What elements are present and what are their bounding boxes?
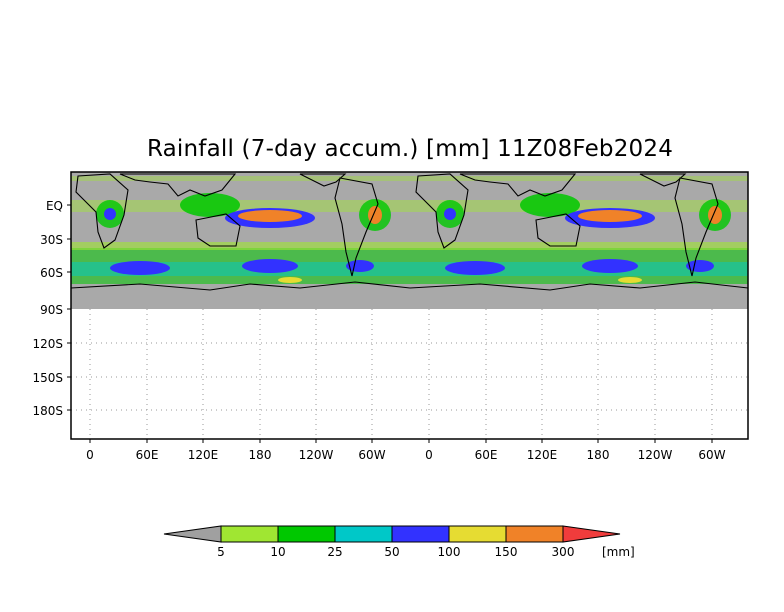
colorbar-label: 50	[384, 545, 399, 559]
colorbar-segment	[334, 525, 393, 543]
colorbar: 5 10 25 50 100 150 300 [mm]	[163, 525, 635, 559]
lon-label: 60W	[358, 448, 385, 462]
colorbar-label: 300	[552, 545, 575, 559]
rain-field	[71, 176, 748, 309]
colorbar-segment	[220, 525, 279, 543]
colorbar-segment	[277, 525, 336, 543]
lon-label: 120E	[188, 448, 219, 462]
lat-label: 120S	[32, 337, 63, 351]
map-frame	[70, 171, 749, 440]
lon-label: 180	[587, 448, 610, 462]
lon-label: 180	[249, 448, 272, 462]
data-band	[71, 172, 748, 309]
colorbar-unit: [mm]	[602, 545, 635, 559]
lon-label: 120E	[527, 448, 558, 462]
colorbar-segment	[505, 525, 564, 543]
lon-label: 60W	[698, 448, 725, 462]
lat-label: 30S	[40, 233, 63, 247]
colorbar-segment	[391, 525, 450, 543]
gridlines	[71, 309, 748, 439]
lat-label: 150S	[32, 371, 63, 385]
lat-label: 60S	[40, 266, 63, 280]
lon-label: 0	[425, 448, 433, 462]
colorbar-label: 10	[270, 545, 285, 559]
lat-labels: EQ 30S 60S 90S 120S 150S 180S	[32, 199, 63, 418]
lat-label: 90S	[40, 303, 63, 317]
colorbar-max-arrow	[562, 525, 621, 543]
lon-labels: 0 60E 120E 180 120W 60W 0 60E 120E 180 1…	[86, 448, 726, 462]
colorbar-label: 25	[327, 545, 342, 559]
colorbar-label: 5	[217, 545, 225, 559]
lon-label: 120W	[299, 448, 334, 462]
axis-ticks	[67, 204, 713, 443]
coastlines	[70, 173, 749, 291]
colorbar-min-arrow	[163, 525, 222, 543]
lat-label: 180S	[32, 404, 63, 418]
colorbar-segment	[448, 525, 507, 543]
lon-label: 120W	[638, 448, 673, 462]
colorbar-label: 100	[438, 545, 461, 559]
map-title: Rainfall (7-day accum.) [mm] 11Z08Feb202…	[146, 136, 674, 162]
lat-label: EQ	[46, 199, 63, 213]
lon-label: 0	[86, 448, 94, 462]
lon-label: 60E	[475, 448, 498, 462]
colorbar-label: 150	[495, 545, 518, 559]
lon-label: 60E	[136, 448, 159, 462]
